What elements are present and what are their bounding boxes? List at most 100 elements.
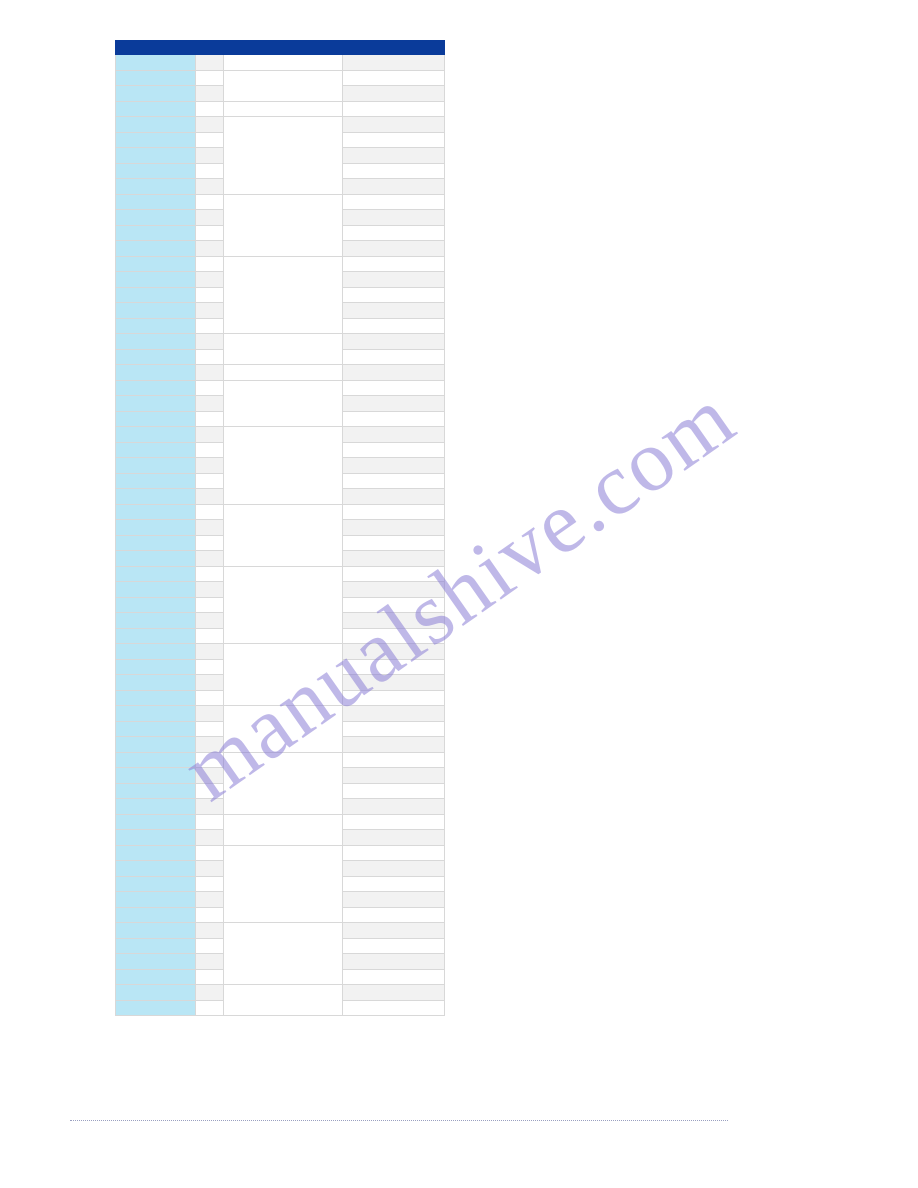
cell-value [343,814,445,830]
cell-value [343,768,445,784]
table-row [116,504,445,520]
cell-code [195,272,223,288]
cell-value [343,938,445,954]
cell-code [195,752,223,768]
cell-group [223,55,343,71]
cell-group [223,644,343,706]
cell-group [223,380,343,427]
cell-value [343,473,445,489]
cell-label [116,458,196,474]
cell-label [116,272,196,288]
cell-code [195,117,223,133]
cell-label [116,737,196,753]
cell-code [195,225,223,241]
cell-label [116,628,196,644]
cell-label [116,969,196,985]
cell-value [343,690,445,706]
table-row [116,334,445,350]
cell-value [343,272,445,288]
cell-code [195,706,223,722]
cell-label [116,814,196,830]
cell-code [195,489,223,505]
cell-group [223,117,343,195]
cell-group [223,365,343,381]
cell-label [116,256,196,272]
cell-code [195,861,223,877]
cell-code [195,892,223,908]
cell-code [195,969,223,985]
cell-value [343,954,445,970]
cell-code [195,597,223,613]
cell-code [195,845,223,861]
cell-label [116,86,196,102]
cell-code [195,814,223,830]
cell-group [223,845,343,923]
cell-value [343,117,445,133]
cell-label [116,303,196,319]
cell-code [195,458,223,474]
cell-code [195,1000,223,1016]
cell-code [195,287,223,303]
cell-label [116,365,196,381]
cell-label [116,551,196,567]
cell-code [195,690,223,706]
col-header-2 [223,41,343,55]
cell-code [195,194,223,210]
cell-code [195,256,223,272]
cell-value [343,675,445,691]
cell-value [343,721,445,737]
cell-code [195,70,223,86]
cell-code [195,318,223,334]
cell-label [116,690,196,706]
table-row [116,845,445,861]
cell-code [195,179,223,195]
cell-label [116,644,196,660]
cell-label [116,923,196,939]
col-header-0 [116,41,196,55]
cell-code [195,551,223,567]
cell-value [343,969,445,985]
cell-value [343,241,445,257]
cell-code [195,799,223,815]
cell-label [116,675,196,691]
cell-code [195,303,223,319]
cell-label [116,411,196,427]
cell-code [195,644,223,660]
cell-label [116,706,196,722]
cell-label [116,799,196,815]
cell-label [116,55,196,71]
table-row [116,194,445,210]
cell-label [116,830,196,846]
cell-value [343,752,445,768]
cell-value [343,659,445,675]
cell-label [116,132,196,148]
cell-value [343,489,445,505]
cell-label [116,489,196,505]
cell-code [195,675,223,691]
cell-value [343,830,445,846]
cell-label [116,876,196,892]
cell-code [195,411,223,427]
cell-code [195,241,223,257]
cell-code [195,721,223,737]
cell-group [223,334,343,365]
cell-label [116,954,196,970]
cell-value [343,365,445,381]
table-row [116,706,445,722]
cell-value [343,876,445,892]
cell-value [343,256,445,272]
cell-code [195,520,223,536]
cell-value [343,380,445,396]
cell-value [343,1000,445,1016]
cell-value [343,845,445,861]
cell-label [116,907,196,923]
cell-value [343,535,445,551]
cell-value [343,520,445,536]
table-container [115,40,445,1016]
cell-value [343,613,445,629]
table-row [116,55,445,71]
cell-value [343,349,445,365]
cell-code [195,349,223,365]
cell-code [195,55,223,71]
cell-label [116,752,196,768]
